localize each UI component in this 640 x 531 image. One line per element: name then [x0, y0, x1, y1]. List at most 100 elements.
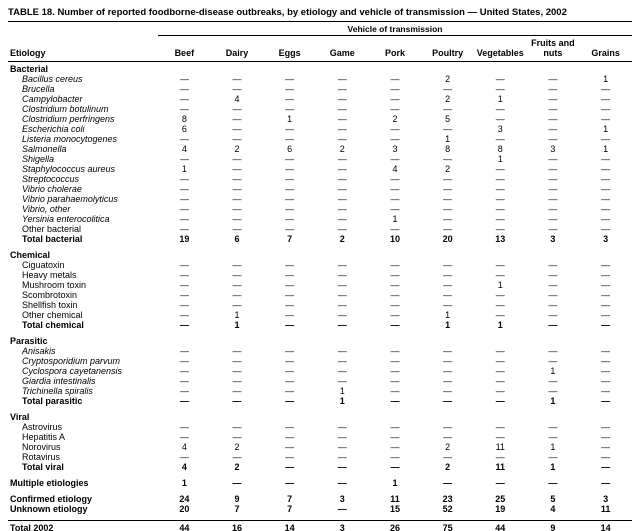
etiology-label: Astrovirus [22, 422, 63, 432]
cell-brucella-dairy: — [232, 84, 242, 94]
cell-yersinia-enterocolitica-pork: 1 [392, 214, 398, 224]
cell-vibrio-cholerae-vegetables: — [495, 184, 505, 194]
cell-confirmed-etiology-poultry: 23 [442, 494, 453, 504]
cell-parasitic-vegetables [474, 330, 527, 346]
cell-cyclospora-cayetanensis-pork: — [390, 366, 400, 376]
cell-mushroom-toxin-game: — [337, 280, 347, 290]
etiology-label: Total parasitic [22, 396, 83, 406]
cell-rotavirus-pork: — [390, 452, 400, 462]
cell-brucella-vegetables: — [495, 84, 505, 94]
cell-total-viral-beef: 4 [181, 462, 187, 472]
cell-hepatitis-a-beef: — [179, 432, 189, 442]
cell-bacillus-cereus-vegetables: — [495, 74, 505, 84]
table-row-mushroom-toxin: Mushroom toxin — — — — — — 1 — — [8, 280, 632, 290]
etiology-label: Clostridium perfringens [22, 114, 115, 124]
cell-total-bacterial-game: 2 [339, 234, 345, 244]
cell-other-bacterial-vegetables: — [495, 224, 505, 234]
cell-escherichia-coli-poultry: — [443, 124, 453, 134]
cell-rotavirus-beef: — [179, 452, 189, 462]
column-header-vegetables: Vegetables [473, 35, 527, 62]
cell-mushroom-toxin-fruits-and-nuts: — [548, 280, 558, 290]
cell-shigella-vegetables: 1 [497, 154, 503, 164]
cell-hepatitis-a-pork: — [390, 432, 400, 442]
cell-hepatitis-a-eggs: — [285, 432, 295, 442]
cell-clostridium-botulinum-poultry: — [443, 104, 453, 114]
table-row-cyclospora-cayetanensis: Cyclospora cayetanensis — — — — — — — 1 — [8, 366, 632, 376]
cell-vibrio-other-game: — [337, 204, 347, 214]
column-header-game: Game [315, 35, 369, 62]
cell-yersinia-enterocolitica-vegetables: — [495, 214, 505, 224]
table-row-rotavirus: Rotavirus — — — — — — — — — [8, 452, 632, 462]
cell-salmonella-grains: 1 [603, 144, 609, 154]
column-header-pork: Pork [368, 35, 422, 62]
cell-shigella-beef: — [179, 154, 189, 164]
cell-vibrio-other-beef: — [179, 204, 189, 214]
cell-viral-dairy [211, 406, 264, 422]
cell-hepatitis-a-grains: — [601, 432, 611, 442]
cell-listeria-monocytogenes-eggs: — [285, 134, 295, 144]
cell-anisakis-poultry: — [443, 346, 453, 356]
cell-streptococcus-grains: — [601, 174, 611, 184]
cell-chemical-fruits-and-nuts [527, 244, 580, 260]
cell-bacterial-eggs [263, 62, 316, 75]
cell-vibrio-parahaemolyticus-fruits-and-nuts: — [548, 194, 558, 204]
cell-heavy-metals-dairy: — [232, 270, 242, 280]
etiology-label: Confirmed etiology [10, 494, 93, 504]
cell-multiple-etiologies-pork: 1 [392, 478, 398, 488]
cell-other-bacterial-grains: — [601, 224, 611, 234]
table-row-cryptosporidium-parvum: Cryptosporidium parvum — — — — — — — — — [8, 356, 632, 366]
cell-bacterial-game [316, 62, 369, 75]
etiology-label: Salmonella [22, 144, 67, 154]
cell-listeria-monocytogenes-grains: — [601, 134, 611, 144]
cell-clostridium-botulinum-vegetables: — [495, 104, 505, 114]
cell-heavy-metals-grains: — [601, 270, 611, 280]
cell-clostridium-perfringens-grains: — [601, 114, 611, 124]
cell-salmonella-beef: 4 [181, 144, 187, 154]
etiology-label: Total chemical [22, 320, 84, 330]
cell-brucella-game: — [337, 84, 347, 94]
cell-total-2002-vegetables: 44 [473, 520, 527, 531]
cell-unknown-etiology-vegetables: 19 [495, 504, 506, 514]
cell-astrovirus-beef: — [179, 422, 189, 432]
cell-vibrio-cholerae-game: — [337, 184, 347, 194]
cell-chemical-dairy [211, 244, 264, 260]
cell-ciguatoxin-poultry: — [443, 260, 453, 270]
cell-chemical-game [316, 244, 369, 260]
table-row-trichinella-spiralis: Trichinella spiralis — — — 1 — — — — — [8, 386, 632, 396]
cell-listeria-monocytogenes-vegetables: — [495, 134, 505, 144]
etiology-label: Total viral [22, 462, 64, 472]
cell-salmonella-pork: 3 [392, 144, 398, 154]
cell-cyclospora-cayetanensis-fruits-and-nuts: 1 [550, 366, 556, 376]
etiology-label: Yersinia enterocolitica [22, 214, 110, 224]
cell-shigella-pork: — [390, 154, 400, 164]
cell-ciguatoxin-eggs: — [285, 260, 295, 270]
cell-shigella-eggs: — [285, 154, 295, 164]
cell-bacterial-fruits-and-nuts [527, 62, 580, 75]
cell-other-bacterial-eggs: — [285, 224, 295, 234]
cell-vibrio-parahaemolyticus-poultry: — [443, 194, 453, 204]
cell-rotavirus-fruits-and-nuts: — [548, 452, 558, 462]
cell-viral-fruits-and-nuts [527, 406, 580, 422]
cell-viral-beef [158, 406, 211, 422]
cell-confirmed-etiology-fruits-and-nuts: 5 [550, 494, 556, 504]
table-row-vibrio-cholerae: Vibrio cholerae — — — — — — — — — [8, 184, 632, 194]
cell-scombrotoxin-dairy: — [232, 290, 242, 300]
cell-rotavirus-poultry: — [443, 452, 453, 462]
cell-campylobacter-pork: — [390, 94, 400, 104]
cell-yersinia-enterocolitica-dairy: — [232, 214, 242, 224]
spanner-spacer [8, 22, 158, 36]
cell-total-bacterial-eggs: 7 [287, 234, 293, 244]
cell-rotavirus-game: — [337, 452, 347, 462]
cell-total-parasitic-dairy: — [232, 396, 242, 406]
cell-chemical-beef [158, 244, 211, 260]
cell-rotavirus-dairy: — [232, 452, 242, 462]
cell-unknown-etiology-game: — [337, 504, 347, 514]
table-row-brucella: Brucella — — — — — — — — — [8, 84, 632, 94]
cell-campylobacter-beef: — [179, 94, 189, 104]
cell-giardia-intestinalis-grains: — [601, 376, 611, 386]
cell-multiple-etiologies-fruits-and-nuts: — [548, 478, 558, 488]
cell-trichinella-spiralis-eggs: — [285, 386, 295, 396]
cell-mushroom-toxin-beef: — [179, 280, 189, 290]
cell-total-chemical-grains: — [601, 320, 611, 330]
